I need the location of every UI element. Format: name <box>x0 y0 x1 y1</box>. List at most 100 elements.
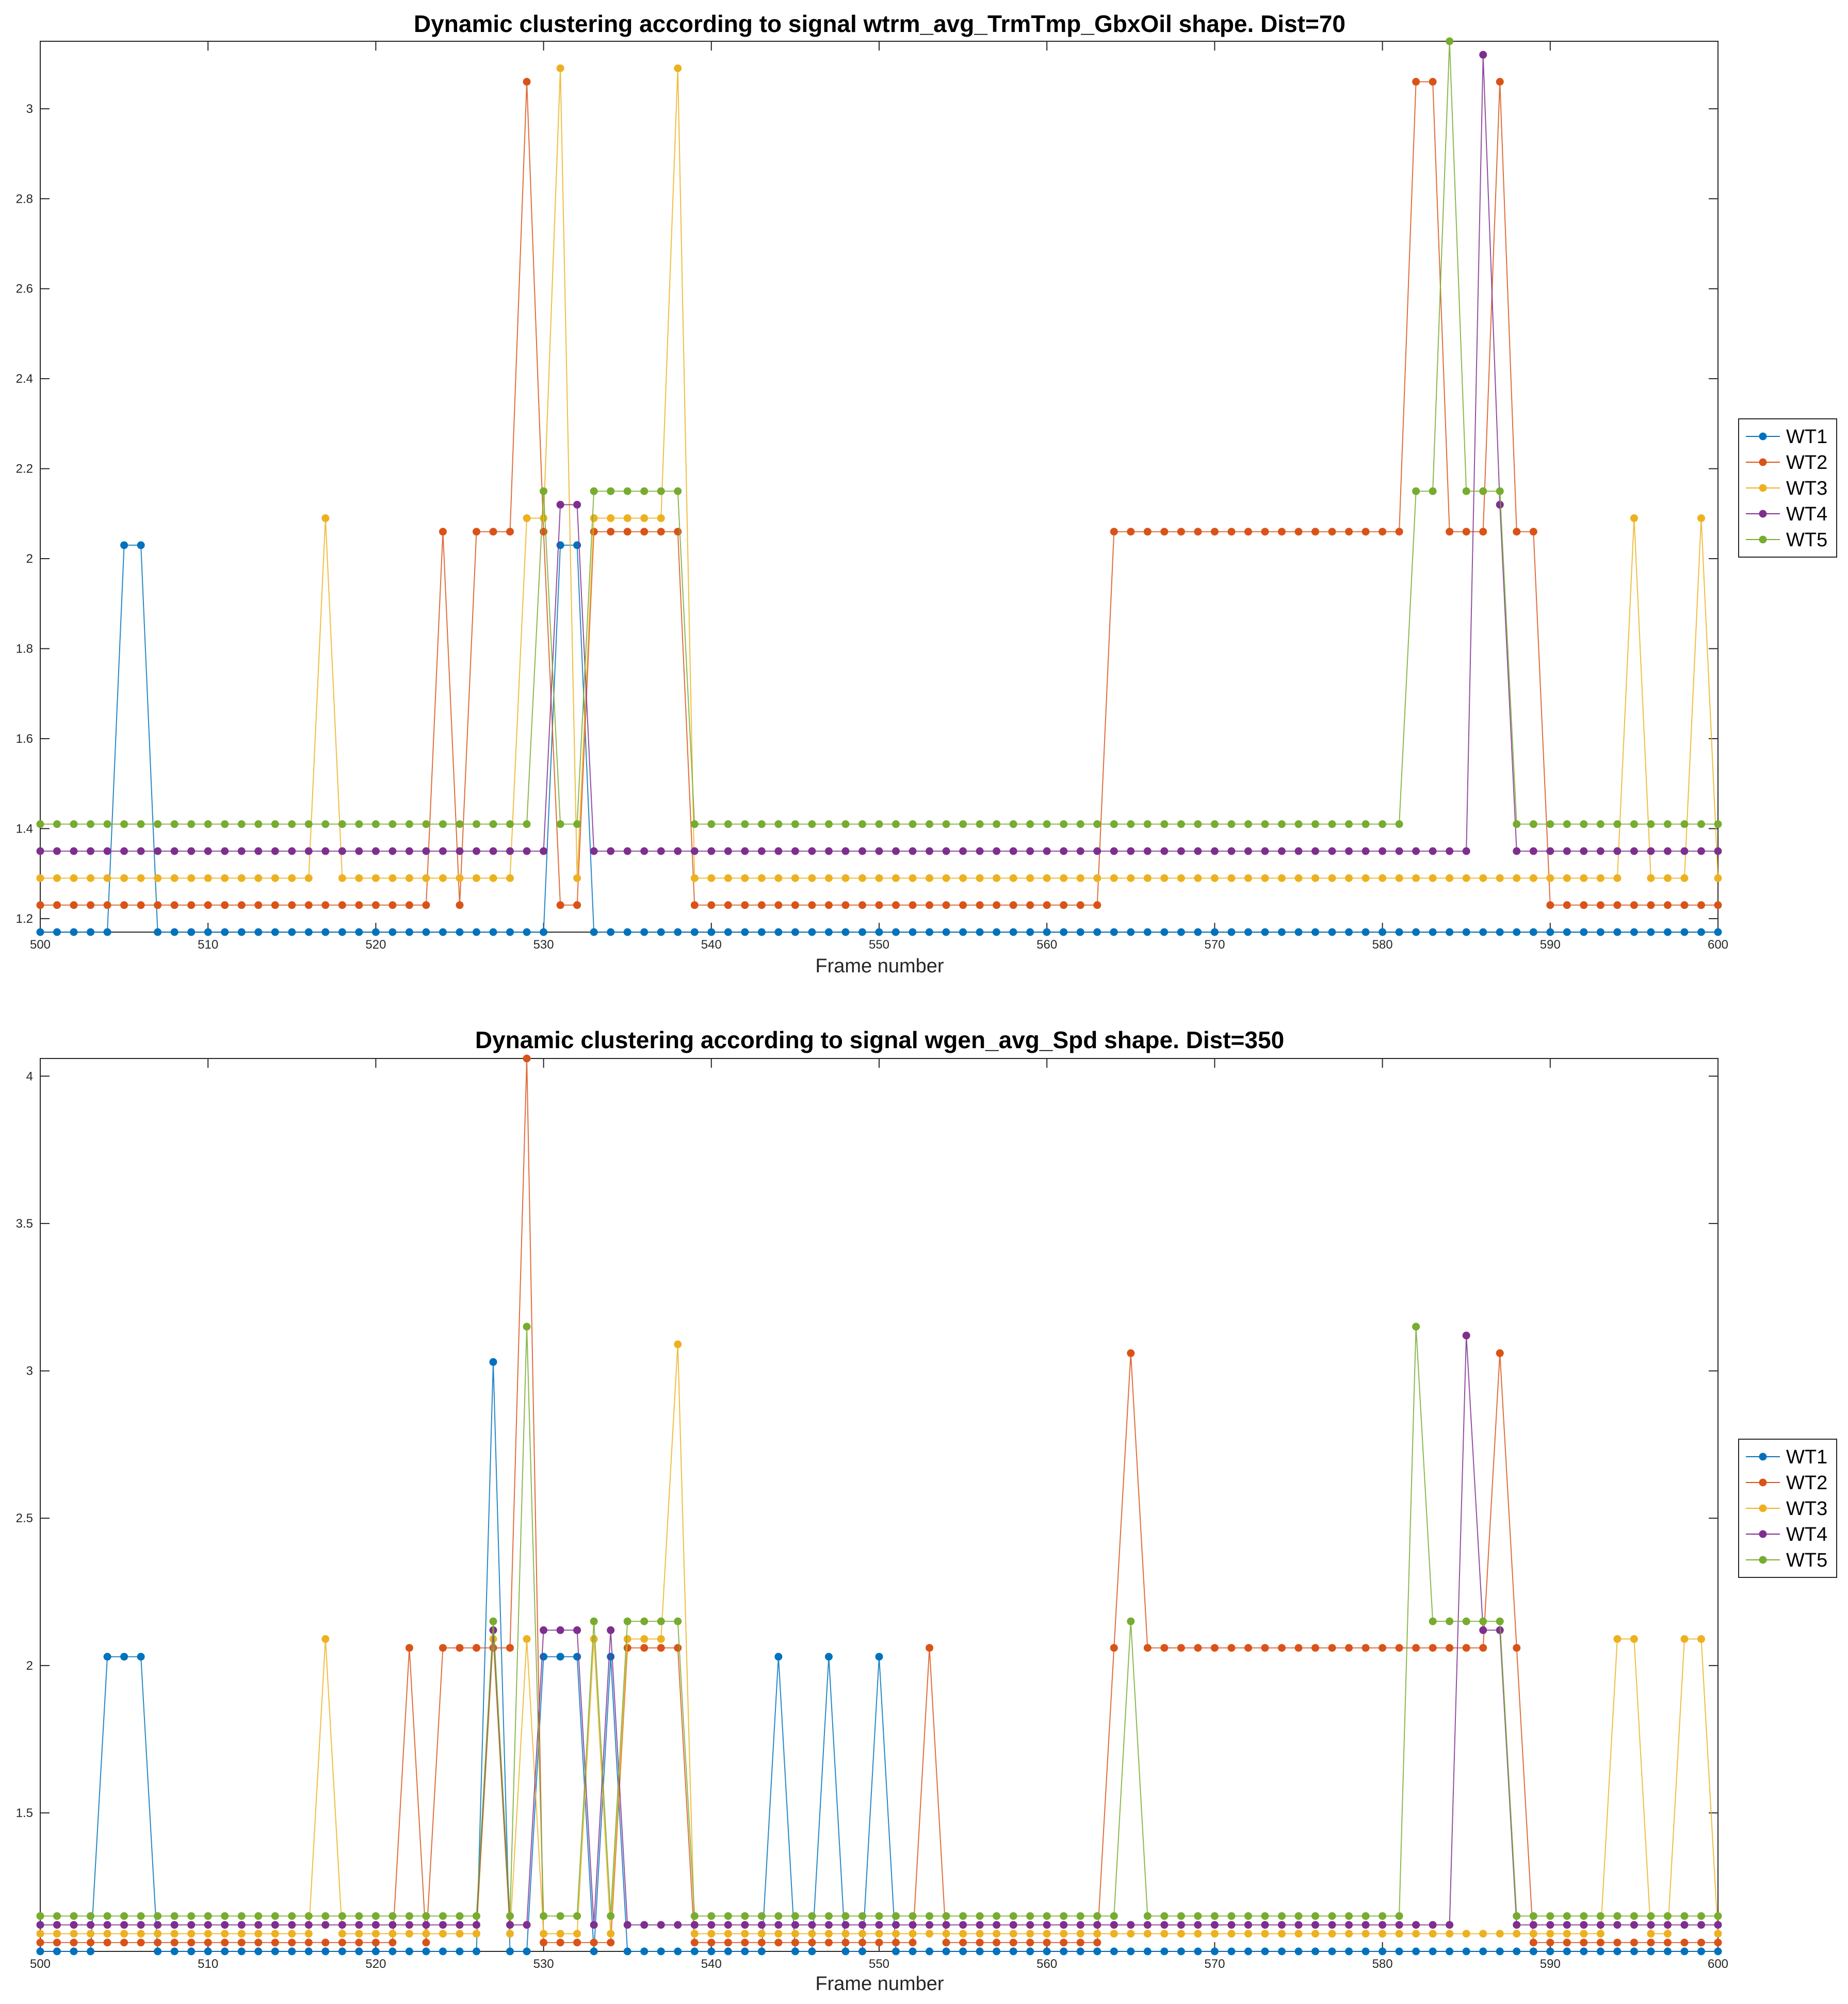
data-point <box>1328 1644 1336 1652</box>
data-point <box>53 847 61 855</box>
data-point <box>1177 928 1185 936</box>
data-point <box>1160 820 1169 828</box>
data-point <box>439 928 447 936</box>
data-point <box>288 1921 296 1929</box>
data-point <box>1513 874 1521 882</box>
data-point <box>187 1947 196 1956</box>
legend-label: WT1 <box>1786 1446 1827 1468</box>
data-point <box>422 1947 430 1956</box>
data-point <box>1546 1947 1554 1956</box>
data-point <box>405 847 413 855</box>
data-point <box>993 1930 1001 1938</box>
data-point <box>1110 1644 1118 1652</box>
data-point <box>1697 820 1705 828</box>
data-point <box>976 1912 984 1920</box>
data-point <box>1177 1912 1185 1920</box>
data-point <box>808 1938 816 1947</box>
legend-item-wt1: WT1 <box>1746 426 1827 448</box>
data-point <box>841 901 850 909</box>
axes-box <box>40 1058 1719 1952</box>
data-point <box>926 1921 934 1929</box>
data-point <box>573 901 581 909</box>
data-point <box>439 820 447 828</box>
data-point <box>1361 820 1370 828</box>
data-point <box>154 1921 162 1929</box>
data-point <box>355 1947 363 1956</box>
data-point <box>1009 1947 1017 1956</box>
data-point <box>808 1921 816 1929</box>
data-point <box>1379 928 1387 936</box>
data-point <box>1412 1921 1420 1929</box>
data-point <box>355 820 363 828</box>
data-point <box>1563 1938 1571 1947</box>
data-point <box>942 901 950 909</box>
data-point <box>674 847 682 855</box>
data-point <box>1361 847 1370 855</box>
data-point <box>909 901 917 909</box>
legend-marker <box>1759 484 1767 492</box>
data-point <box>1076 1912 1084 1920</box>
data-point <box>1093 1930 1101 1938</box>
data-point <box>1446 1644 1454 1652</box>
data-point <box>1277 1947 1286 1956</box>
data-point <box>875 1930 883 1938</box>
data-point <box>858 874 866 882</box>
data-point <box>1244 874 1252 882</box>
data-point <box>1496 1349 1504 1357</box>
data-point <box>707 1921 716 1929</box>
data-point <box>288 820 296 828</box>
series-wt1 <box>36 541 1722 936</box>
data-point <box>875 847 883 855</box>
data-point <box>540 1912 548 1920</box>
data-point <box>1395 1930 1403 1938</box>
data-point <box>824 928 833 936</box>
data-point <box>607 1626 615 1634</box>
data-point <box>422 1930 430 1938</box>
data-point <box>841 1912 850 1920</box>
data-point <box>1043 1930 1051 1938</box>
data-point <box>388 847 397 855</box>
data-point <box>724 1912 732 1920</box>
chart-title: Dynamic clustering according to signal w… <box>414 10 1346 37</box>
data-point <box>1160 928 1169 936</box>
data-point <box>1026 1930 1034 1938</box>
data-point <box>237 901 246 909</box>
data-point <box>1663 928 1672 936</box>
data-point <box>103 1921 111 1929</box>
data-point <box>422 1921 430 1929</box>
data-point <box>607 847 615 855</box>
data-point <box>221 820 229 828</box>
data-point <box>1076 874 1084 882</box>
data-point <box>1261 847 1269 855</box>
data-point <box>791 847 799 855</box>
data-point <box>1194 820 1202 828</box>
data-point <box>1395 528 1403 536</box>
data-point <box>1311 874 1320 882</box>
data-point <box>824 847 833 855</box>
data-point <box>1227 928 1236 936</box>
data-point <box>1160 528 1169 536</box>
data-point <box>1714 847 1722 855</box>
data-point <box>741 928 749 936</box>
legend-marker <box>1759 1530 1767 1538</box>
data-point <box>1596 847 1604 855</box>
data-point <box>657 928 665 936</box>
data-point <box>304 1921 313 1929</box>
data-point <box>657 514 665 523</box>
data-point <box>1630 1938 1638 1947</box>
data-point <box>724 1921 732 1929</box>
data-point <box>690 901 699 909</box>
data-point <box>1613 1635 1622 1643</box>
data-point <box>1412 78 1420 86</box>
data-point <box>926 901 934 909</box>
data-point <box>1277 874 1286 882</box>
data-point <box>288 901 296 909</box>
data-point <box>120 901 128 909</box>
data-point <box>1680 1912 1689 1920</box>
data-point <box>1630 820 1638 828</box>
data-point <box>456 901 464 909</box>
data-point <box>1277 1921 1286 1929</box>
data-point <box>674 64 682 72</box>
data-point <box>590 1617 598 1625</box>
data-point <box>1496 500 1504 509</box>
